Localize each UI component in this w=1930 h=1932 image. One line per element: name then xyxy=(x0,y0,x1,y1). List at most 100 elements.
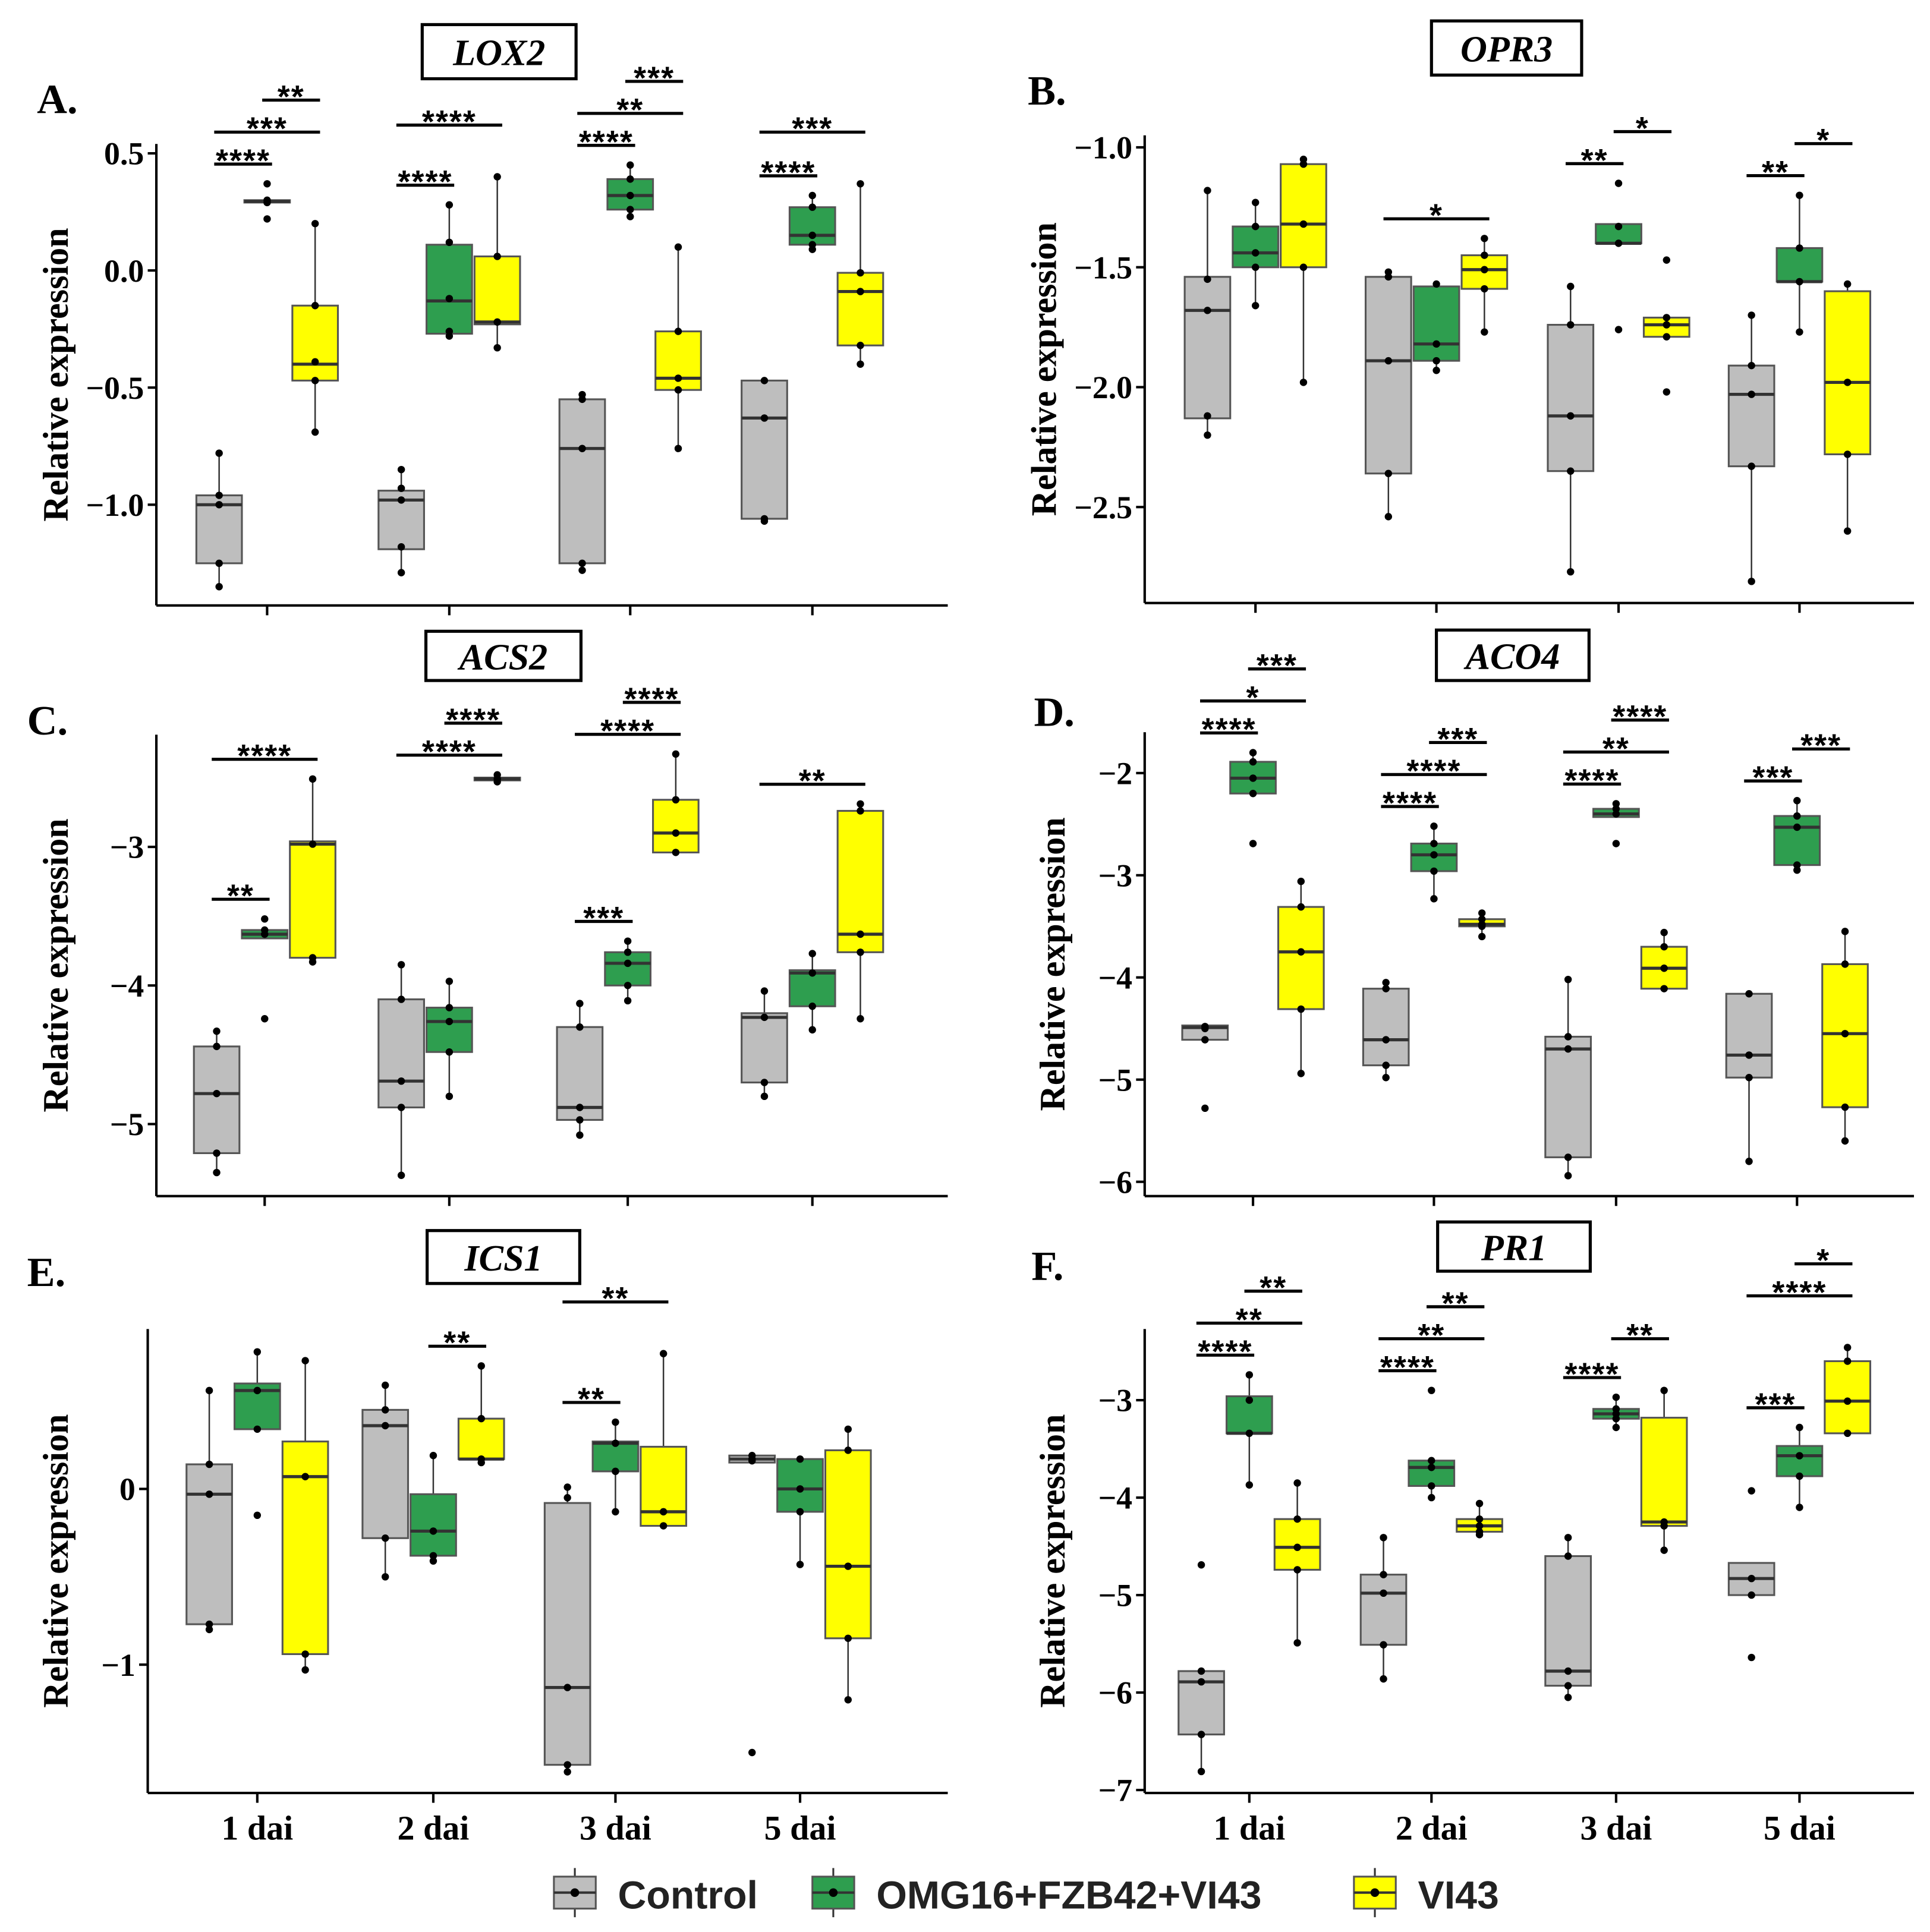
significance-label: ** xyxy=(1260,1270,1287,1306)
data-point xyxy=(253,1386,262,1395)
data-point xyxy=(477,1414,485,1423)
data-point xyxy=(1796,278,1803,286)
data-point xyxy=(1297,1005,1305,1013)
data-point xyxy=(1197,1561,1205,1569)
box xyxy=(1362,988,1410,1067)
data-point xyxy=(674,374,682,382)
box xyxy=(1183,276,1232,420)
box xyxy=(1727,364,1775,468)
data-point xyxy=(612,1439,619,1447)
data-point xyxy=(1481,285,1488,293)
data-point xyxy=(301,1650,309,1658)
box xyxy=(1640,1417,1688,1527)
data-point xyxy=(477,1362,485,1370)
data-point xyxy=(1612,800,1620,808)
box xyxy=(1773,815,1821,866)
data-point xyxy=(1612,1423,1620,1432)
panel-lox2: LOX2 A. Relative expression 0.5 0.0 −0.5 −1.0 *… xyxy=(36,23,948,616)
significance-label: *** xyxy=(1755,1386,1796,1422)
significance-label: **** xyxy=(579,124,634,160)
data-point xyxy=(1201,1104,1209,1112)
data-point xyxy=(397,1171,405,1179)
legend-label: OMG16+FZB42+VI43 xyxy=(876,1874,1261,1918)
data-point xyxy=(1796,191,1803,199)
significance-label: **** xyxy=(1564,763,1619,799)
data-point xyxy=(397,496,405,504)
data-point xyxy=(857,1015,864,1023)
data-point xyxy=(1430,851,1438,859)
title-box xyxy=(1436,1220,1592,1273)
data-point xyxy=(1748,1591,1755,1599)
y-axis-label: Relative expression xyxy=(36,818,75,1112)
box xyxy=(1824,1360,1872,1435)
box xyxy=(652,799,700,853)
title-box xyxy=(424,629,583,682)
data-point xyxy=(1249,840,1257,847)
data-point xyxy=(1793,812,1801,820)
data-point xyxy=(626,161,634,169)
x-tick-label: 3 dai xyxy=(580,1809,651,1848)
data-point xyxy=(1204,307,1211,314)
y-tick-label: −5 xyxy=(1098,1062,1133,1098)
data-point xyxy=(1204,431,1211,439)
data-point xyxy=(612,1508,619,1516)
y-tick-label: −4 xyxy=(110,968,144,1004)
data-point xyxy=(205,1625,213,1634)
data-point xyxy=(1663,314,1671,322)
y-tick-label: −4 xyxy=(1098,1480,1133,1516)
box xyxy=(1547,324,1595,472)
data-point xyxy=(397,569,405,576)
box xyxy=(289,840,336,959)
box xyxy=(410,1493,457,1557)
panel-letter: E. xyxy=(27,1249,66,1296)
group-2-dai: *********** xyxy=(1362,721,1506,1082)
data-point xyxy=(1432,367,1440,374)
data-point xyxy=(1428,1482,1435,1490)
data-point xyxy=(1481,235,1488,242)
data-point xyxy=(1481,251,1488,259)
title-box xyxy=(420,23,578,81)
data-point xyxy=(1564,1045,1572,1053)
data-point xyxy=(1663,388,1671,396)
group-3-dai: ** ** xyxy=(543,1281,688,1776)
box xyxy=(836,272,884,346)
y-tick-label: −4 xyxy=(1098,960,1133,995)
data-point xyxy=(1475,1522,1484,1530)
data-point xyxy=(624,997,632,1005)
y-tick-label: −0.5 xyxy=(86,370,144,406)
data-point xyxy=(261,1015,269,1023)
data-point xyxy=(1567,412,1575,420)
data-point xyxy=(1384,357,1393,365)
panel-title: ACS2 xyxy=(457,637,547,677)
data-point xyxy=(1293,1479,1301,1487)
data-point xyxy=(1299,160,1308,168)
data-point xyxy=(808,231,816,239)
data-point xyxy=(429,1552,437,1560)
data-point xyxy=(1793,797,1801,805)
significance-label: *** xyxy=(1257,648,1298,683)
data-point xyxy=(261,930,269,938)
data-point xyxy=(1299,379,1308,386)
data-point xyxy=(1475,1499,1484,1508)
data-point xyxy=(857,342,864,349)
data-point xyxy=(1481,266,1488,273)
data-point xyxy=(1432,357,1440,365)
box xyxy=(1232,225,1280,269)
data-point xyxy=(1612,810,1620,818)
data-point xyxy=(1843,1344,1852,1351)
data-point xyxy=(1793,861,1801,869)
significance-label: **** xyxy=(1198,1334,1252,1370)
panel-title: LOX2 xyxy=(452,33,545,74)
data-point xyxy=(213,1089,221,1098)
data-point xyxy=(1204,412,1211,420)
y-axis-label: Relative expression xyxy=(36,1414,75,1708)
data-point xyxy=(397,1104,405,1111)
data-point xyxy=(1660,943,1668,951)
data-point xyxy=(748,1748,756,1757)
data-point xyxy=(796,1508,804,1516)
data-point xyxy=(445,332,454,340)
data-point xyxy=(1745,990,1753,998)
data-point xyxy=(672,849,680,856)
box xyxy=(1775,247,1824,283)
